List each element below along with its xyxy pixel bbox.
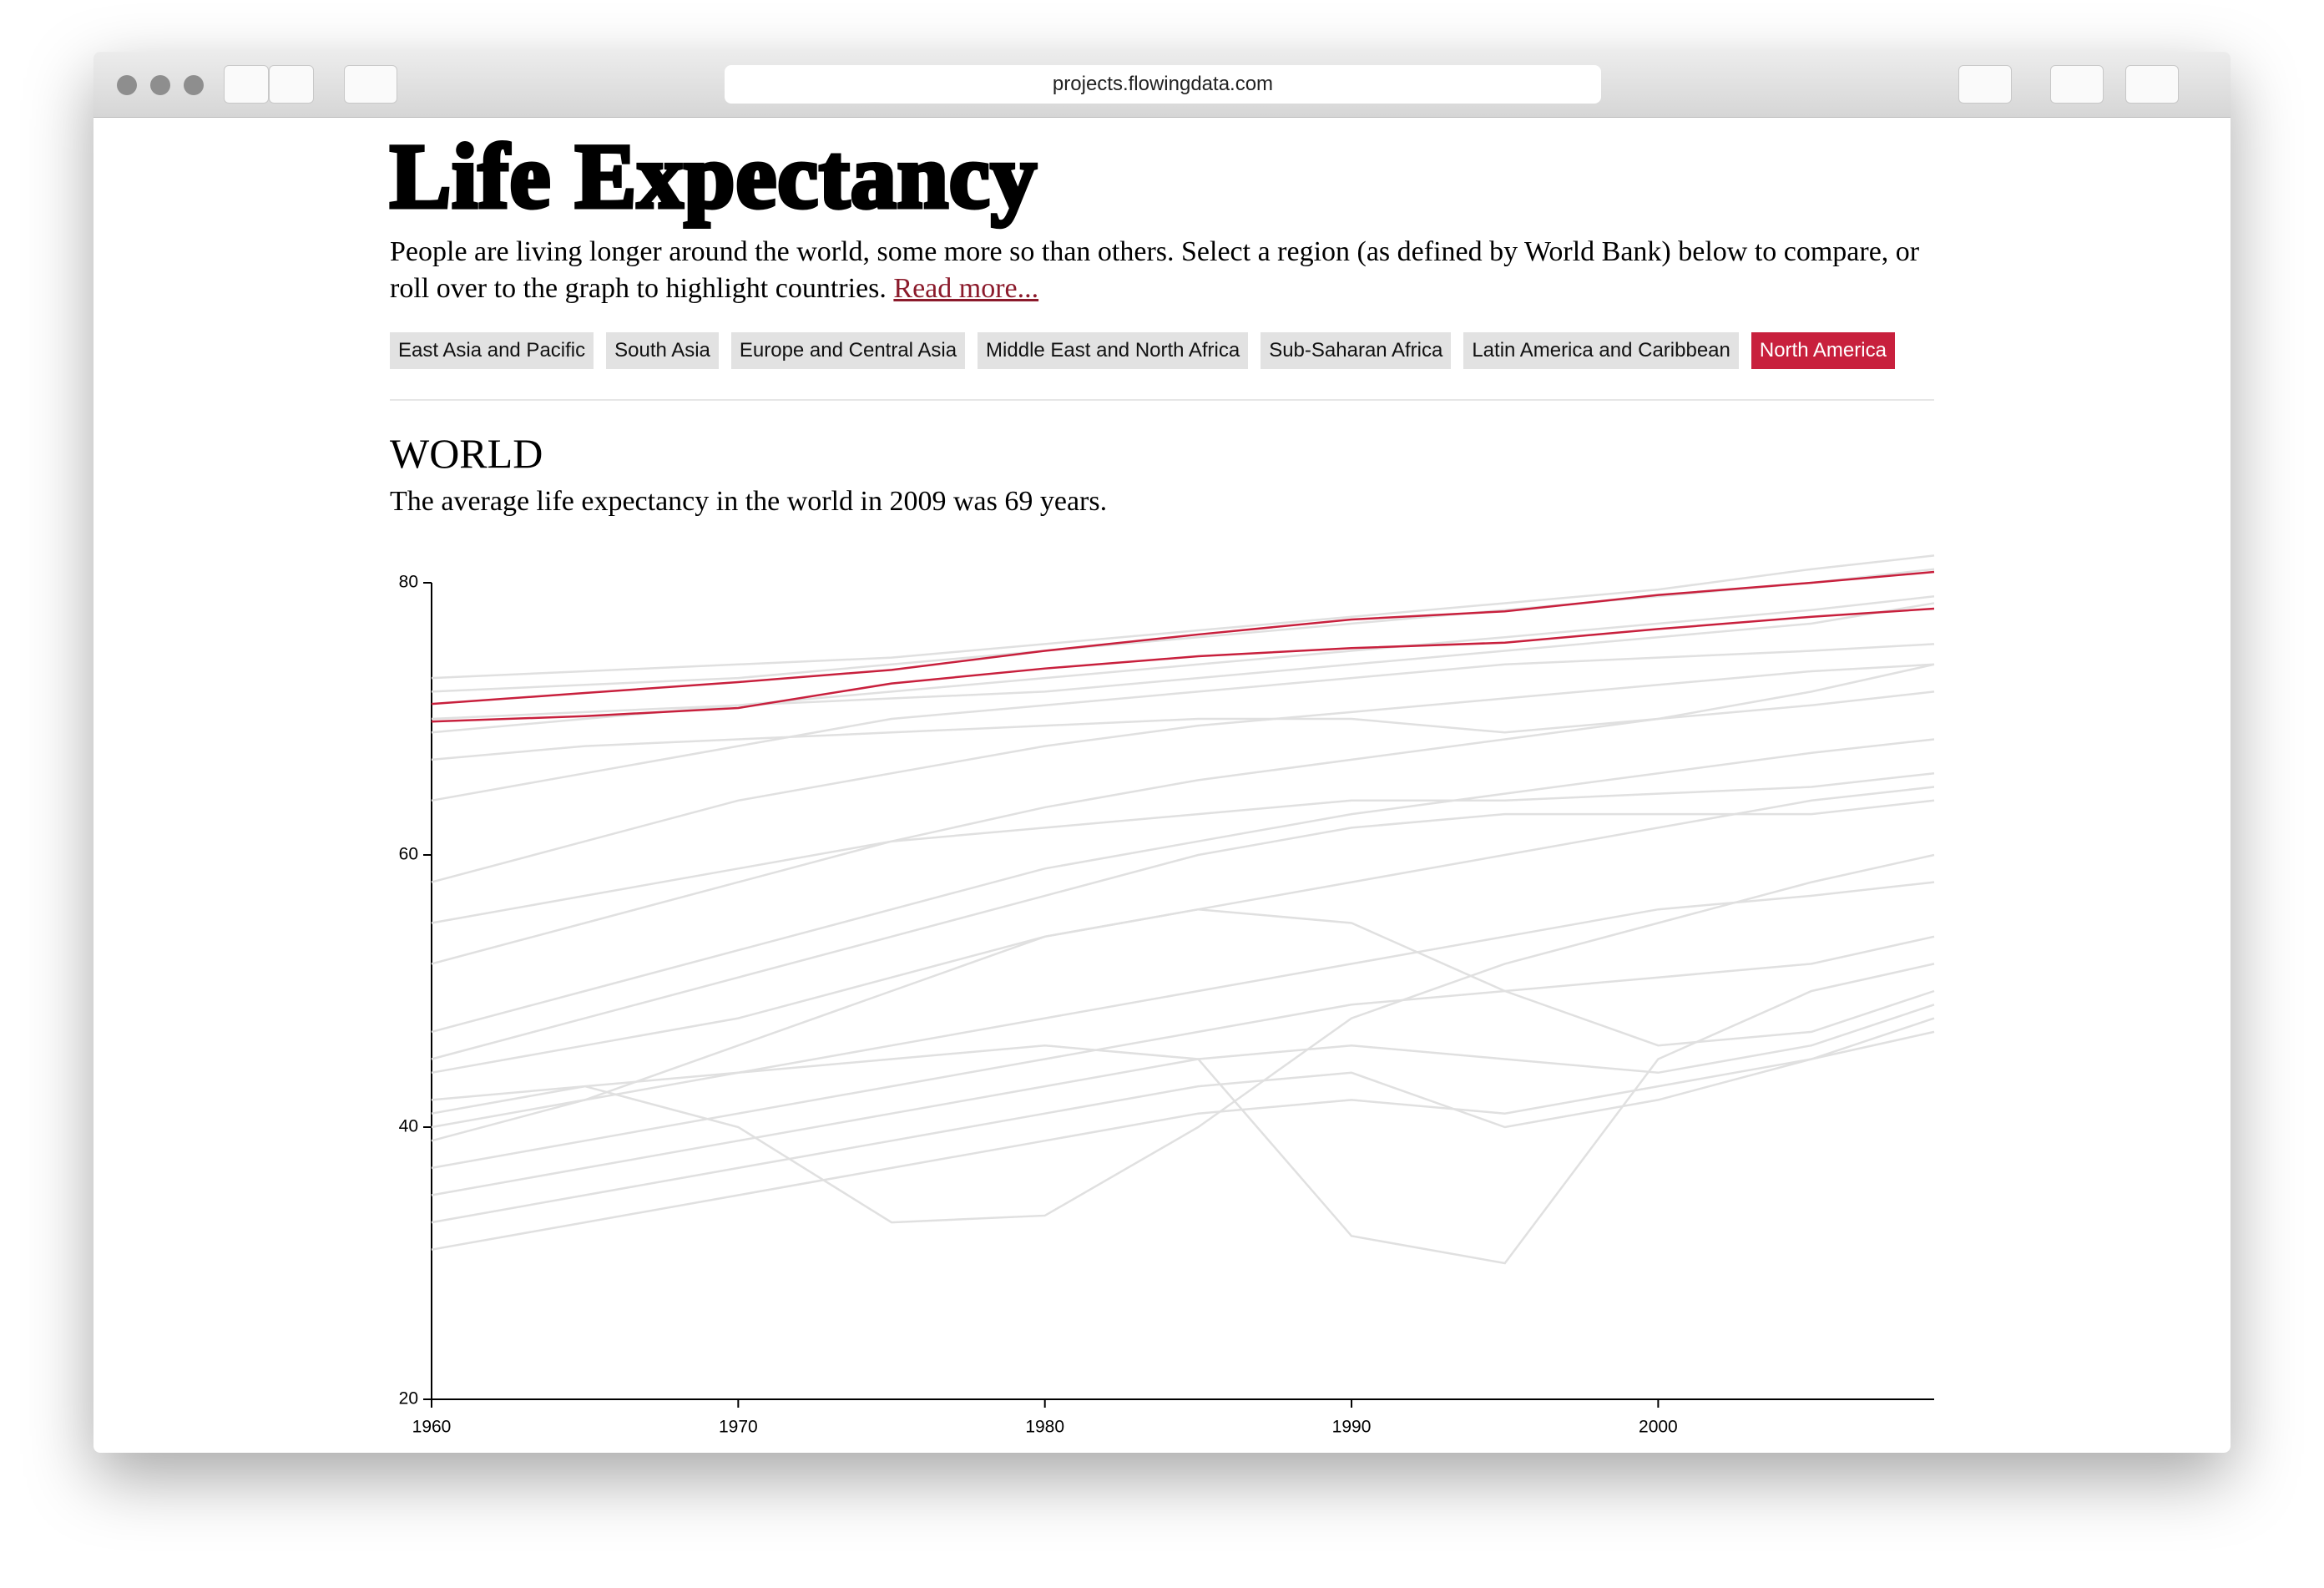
y-tick-label: 80: [399, 573, 418, 592]
y-tick-label: 20: [399, 1389, 418, 1408]
region-button[interactable]: East Asia and Pacific: [390, 332, 594, 369]
series-line: [431, 963, 1935, 1265]
zoom-button[interactable]: [184, 75, 204, 95]
series-line: [431, 570, 1935, 705]
y-tick-label: 40: [399, 1117, 418, 1136]
region-button[interactable]: Sub-Saharan Africa: [1261, 332, 1452, 369]
series-line: [431, 1030, 1935, 1251]
close-button[interactable]: [117, 75, 137, 95]
address-bar[interactable]: projects.flowingdata.com: [725, 65, 1601, 104]
x-tick-label: 1980: [1025, 1418, 1064, 1437]
x-tick-label: 2000: [1639, 1418, 1678, 1437]
region-button[interactable]: Europe and Central Asia: [730, 332, 966, 369]
page-title: Life Expectancy: [388, 124, 1039, 230]
divider: [390, 399, 1934, 401]
series-line: [431, 908, 1935, 1142]
chart: 20 40 60 80 1960 1970 1980 1990 2000: [399, 554, 1935, 1437]
minimize-button[interactable]: [150, 75, 170, 95]
intro: People are living longer around the worl…: [390, 234, 1943, 307]
region-button[interactable]: North America: [1751, 332, 1895, 369]
tabs-button[interactable]: [2050, 65, 2104, 104]
series-line: [431, 663, 1935, 883]
share-button[interactable]: [1958, 65, 2012, 104]
series-line: [431, 1017, 1935, 1224]
series-line: [431, 607, 1935, 723]
series-line: [431, 663, 1935, 761]
forward-button[interactable]: [269, 65, 314, 104]
region-button[interactable]: Middle East and North Africa: [978, 332, 1249, 369]
series-line: [431, 935, 1935, 1170]
section-title: WORLD: [390, 430, 543, 477]
back-button[interactable]: [224, 65, 269, 104]
series-line: [431, 853, 1935, 1224]
series-line: [431, 771, 1935, 924]
series-line: [431, 799, 1935, 1060]
read-more-link[interactable]: Read more...: [893, 273, 1039, 304]
region-button[interactable]: Latin America and Caribbean: [1463, 332, 1739, 369]
series-line: [431, 881, 1935, 1129]
series-line: [431, 738, 1935, 1034]
toolbar: projects.flowingdata.com: [93, 52, 2231, 118]
x-tick-label: 1990: [1332, 1418, 1372, 1437]
x-tick-label: 1970: [719, 1418, 758, 1437]
series-line: [431, 643, 1935, 802]
series-line: [431, 554, 1935, 680]
x-tick-label: 1960: [412, 1418, 452, 1437]
y-tick-label: 60: [399, 845, 418, 864]
series-line: [431, 690, 1935, 965]
region-button[interactable]: South Asia: [606, 332, 719, 369]
series-line: [431, 602, 1935, 721]
series-line: [431, 1004, 1935, 1196]
browser-window: projects.flowingdata.com Life Expectancy…: [93, 52, 2231, 1453]
downloads-button[interactable]: [2125, 65, 2179, 104]
intro-text: People are living longer around the worl…: [390, 236, 1920, 304]
sidebar-button[interactable]: [344, 65, 397, 104]
region-buttons: East Asia and Pacific South Asia Europe …: [390, 332, 1895, 369]
section-summary: The average life expectancy in the world…: [390, 486, 1108, 517]
series-line: [431, 786, 1935, 1075]
series-line: [431, 568, 1935, 693]
